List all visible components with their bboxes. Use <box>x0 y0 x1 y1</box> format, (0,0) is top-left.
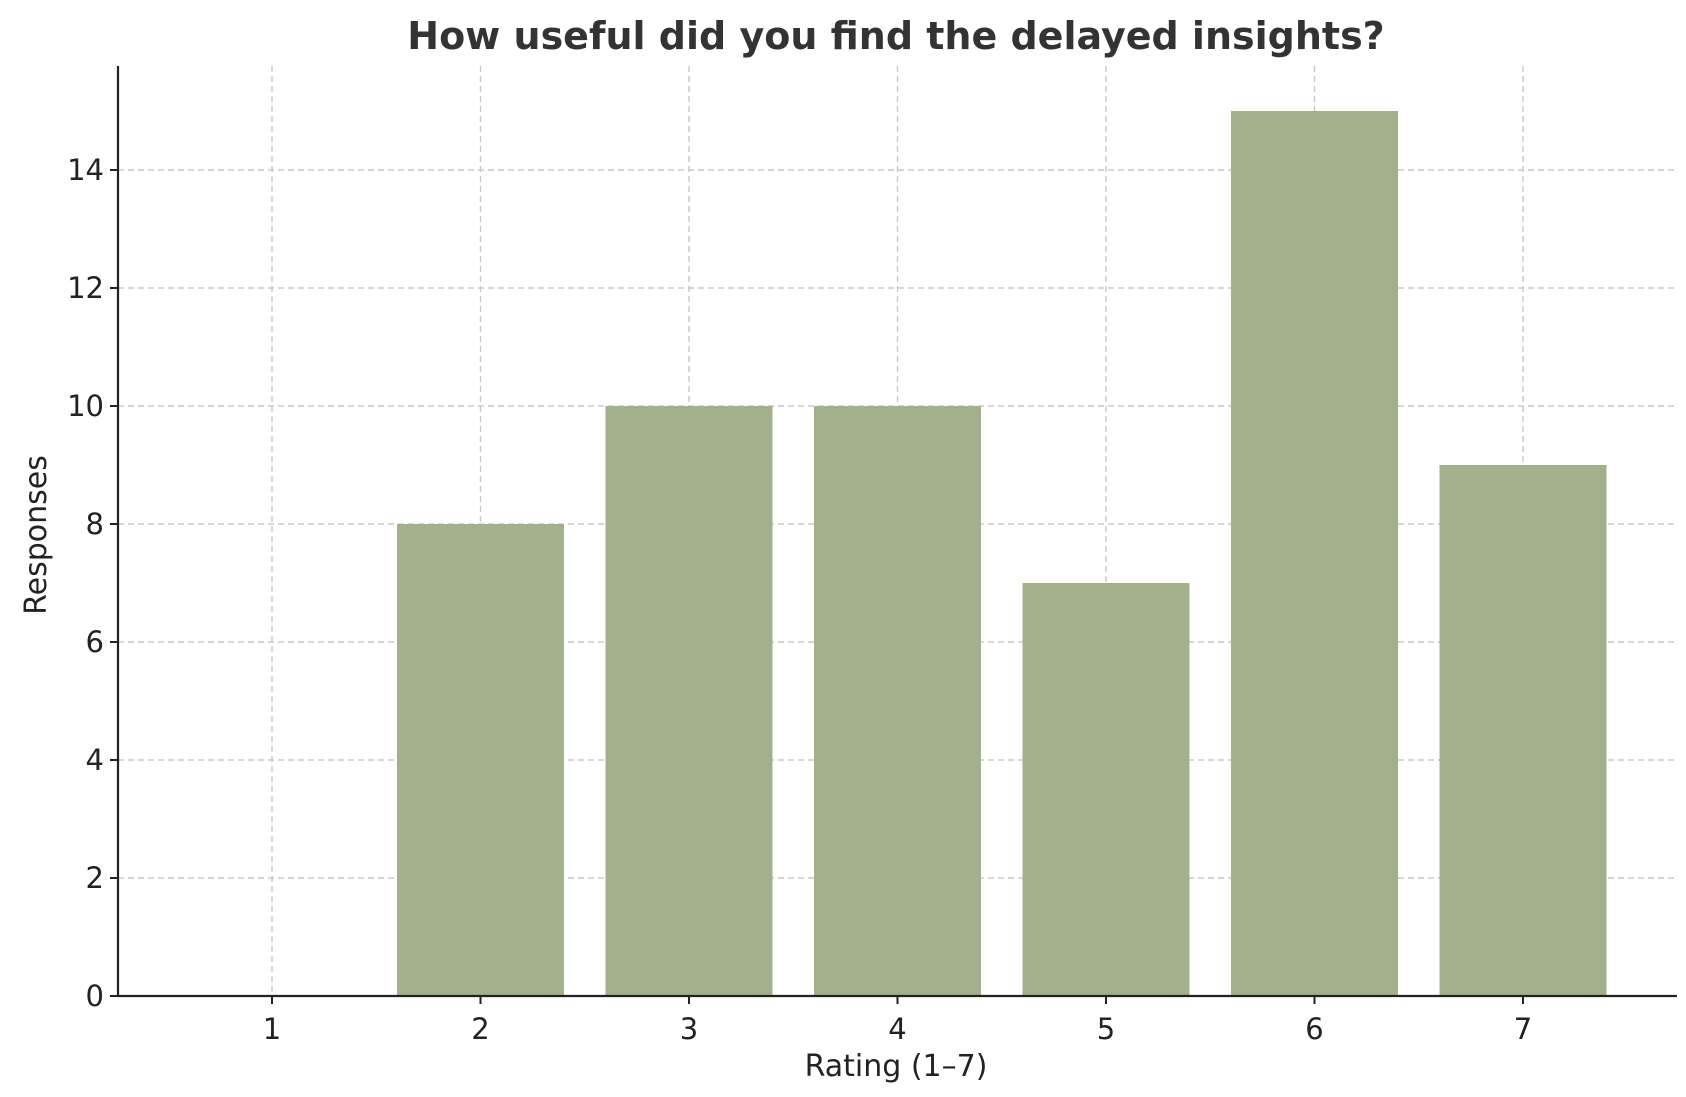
y-tick-label: 14 <box>67 153 104 187</box>
x-tick-label: 6 <box>1305 1012 1323 1046</box>
y-ticks: 0 2 4 6 8 10 12 14 <box>67 153 118 1013</box>
y-axis-label: Responses <box>19 455 54 615</box>
x-tick-label: 7 <box>1514 1012 1532 1046</box>
y-tick-label: 6 <box>86 625 104 659</box>
chart-title: How useful did you find the delayed insi… <box>407 14 1384 58</box>
y-tick-label: 0 <box>86 979 104 1013</box>
bar-rating-3 <box>605 406 773 996</box>
y-tick-label: 8 <box>86 507 104 541</box>
bar-rating-4 <box>814 406 981 996</box>
x-ticks: 1 2 3 4 5 6 7 <box>263 996 1532 1046</box>
y-tick-label: 4 <box>86 743 104 777</box>
x-tick-label: 4 <box>888 1012 906 1046</box>
bar-rating-7 <box>1439 465 1607 996</box>
bars <box>397 111 1607 996</box>
x-tick-label: 3 <box>680 1012 698 1046</box>
x-tick-label: 2 <box>471 1012 489 1046</box>
y-tick-label: 2 <box>86 861 104 895</box>
x-tick-label: 1 <box>263 1012 281 1046</box>
y-tick-label: 10 <box>67 389 104 423</box>
bar-rating-6 <box>1231 111 1398 996</box>
x-tick-label: 5 <box>1097 1012 1115 1046</box>
bar-rating-2 <box>397 524 564 996</box>
bar-rating-5 <box>1022 583 1190 996</box>
x-axis-label: Rating (1–7) <box>805 1049 988 1084</box>
y-tick-label: 12 <box>67 271 104 305</box>
